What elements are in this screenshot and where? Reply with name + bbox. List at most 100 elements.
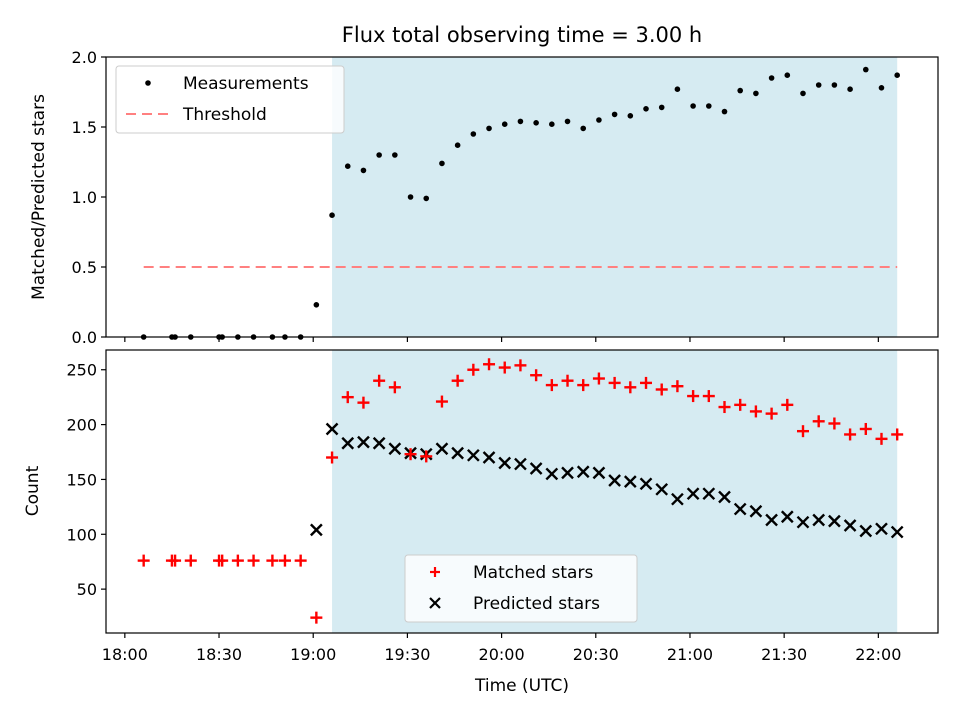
matched-star-point [231,554,244,567]
predicted-star-point [639,477,653,491]
predicted-star-point [482,451,496,464]
matched-star-point [294,554,307,567]
legend-matched-marker [430,567,440,577]
measurement-point [768,75,775,81]
predicted-star-point [545,467,559,481]
matched-star-point [278,554,291,567]
bottom-legend: Matched stars Predicted stars [404,554,638,623]
predicted-star-point [686,487,700,501]
measurement-point [658,104,665,111]
x-tick-label: 19:00 [290,645,336,664]
matched-star-point [577,379,590,392]
predicted-star-point [576,465,590,479]
predicted-star-point [890,525,904,539]
measurement-point [486,125,492,132]
x-tick-label: 19:30 [384,645,430,664]
bottom-y-ticks: 50 100 150 200 250 [66,361,106,599]
matched-star-point [687,390,700,403]
matched-star-point [341,391,354,404]
measurement-point [627,113,634,119]
predicted-star-point [828,514,841,528]
legend-measurements-marker [145,80,151,86]
x-tick-label: 21:30 [761,645,807,664]
predicted-star-point [592,466,606,480]
matched-star-point [734,398,747,411]
bottom-y-tick-label: 200 [66,416,97,435]
top-legend: Measurements Threshold [115,65,345,134]
measurement-point [454,142,461,148]
matched-star-point [498,361,511,374]
measurement-point [360,167,367,174]
matched-star-point [765,407,778,420]
top-y-tick-label: 0.5 [72,258,97,277]
matched-star-point [702,390,715,403]
predicted-star-point [843,519,857,532]
bottom-legend-box [404,554,638,623]
predicted-star-point [341,436,355,450]
bottom-y-axis-label: Count [23,465,43,516]
measurement-point [611,111,618,118]
bottom-y-tick-label: 250 [66,361,97,380]
predicted-star-point [733,502,747,516]
measurement-point [800,90,806,97]
matched-star-point [640,376,653,389]
measurement-point [643,106,649,112]
matched-star-point [592,372,605,385]
predicted-star-point [451,446,464,460]
matched-star-point [859,422,872,435]
matched-star-point [467,363,480,376]
x-tick-label: 21:00 [667,645,713,664]
matched-star-point [326,451,339,464]
measurement-point [862,66,869,73]
matched-star-point [137,554,150,567]
chart-title: Flux total observing time = 3.00 h [342,23,702,47]
measurement-point [721,108,728,115]
top-axes-frame [105,56,939,338]
matched-star-point [781,398,794,411]
matched-star-point [420,450,433,463]
matched-star-point [435,395,448,408]
matched-star-point [671,380,684,393]
measurement-point [674,86,681,92]
matched-star-point [875,432,888,445]
measurement-point [392,152,398,158]
predicted-star-point [325,422,339,436]
measurement-point [329,212,335,218]
predicted-star-point [357,435,370,449]
predicted-star-point [561,466,574,480]
matched-star-point [266,554,279,567]
measurement-point [344,163,351,169]
measurement-point [706,103,712,109]
x-tick-label: 18:00 [102,645,148,664]
top-y-axis-label: Matched/Predicted stars [29,94,49,300]
bottom-y-tick-label: 50 [77,580,97,599]
matched-star-point [655,383,668,396]
top-y-tick-label: 1.0 [72,188,97,207]
measurement-point [407,194,414,200]
measurement-point [737,87,744,94]
matched-star-point [184,554,197,567]
x-tick-label: 20:00 [479,645,525,664]
measurement-point [517,118,524,125]
measurement-point [831,82,838,88]
matched-star-point [828,417,841,430]
top-y-tick-label: 2.0 [72,48,97,67]
matched-star-point [561,374,574,387]
top-shaded-span [332,57,898,337]
measurement-point [690,103,696,109]
top-y-tick-label: 0.0 [72,328,97,347]
bottom-panel: 50 100 150 200 250 18:00 18:30 19:00 19:30 20:00… [23,349,939,696]
matched-star-point [483,358,496,371]
measurement-point [533,120,539,126]
matched-star-point [796,425,809,438]
legend-matched-label: Matched stars [473,563,593,583]
predicted-star-point [875,522,888,536]
predicted-star-point [608,474,621,487]
top-panel: 0.00.51.01.52.0 Matched/Predicted stars … [29,48,939,347]
predicted-star-point [623,475,637,488]
measurement-point [549,121,555,127]
predicted-star-point [514,457,527,471]
matched-star-point [812,415,825,428]
predicted-star-point [671,492,684,506]
